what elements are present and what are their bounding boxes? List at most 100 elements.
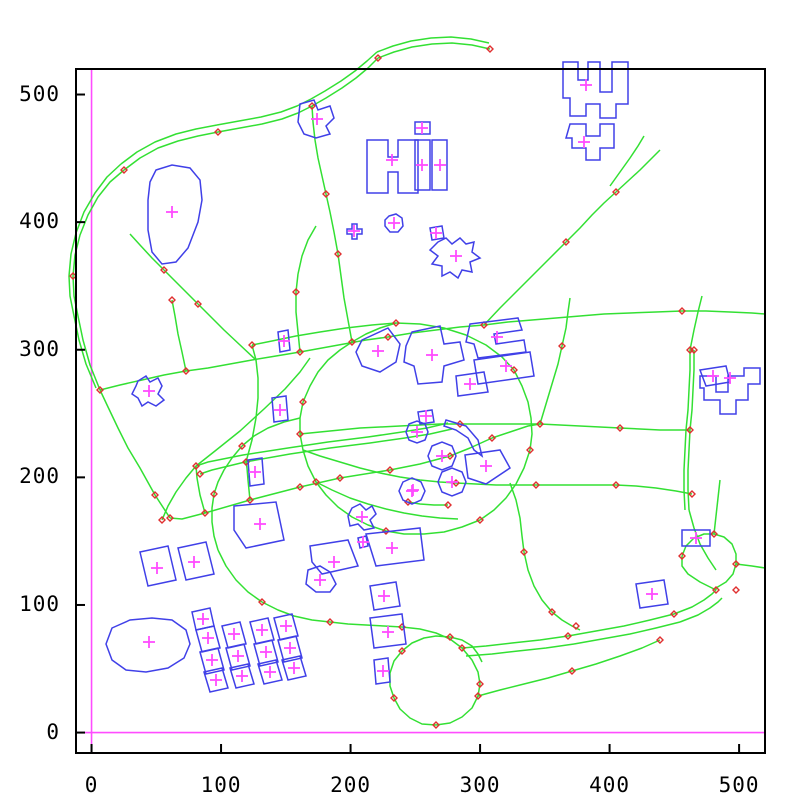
- building-footprint: [221, 621, 247, 649]
- y-tick-label: 0: [46, 719, 60, 744]
- road-node-marker: [526, 446, 534, 454]
- road-segment: [673, 589, 717, 615]
- road-segment: [465, 643, 575, 657]
- building-footprint: [147, 164, 203, 265]
- road-node-marker: [572, 622, 580, 630]
- road-segment: [195, 357, 311, 467]
- building-centroid-marker: [288, 662, 300, 674]
- building-centroid-marker: [464, 378, 476, 390]
- building-footprint: [347, 503, 377, 531]
- building-centroid-marker: [206, 654, 218, 666]
- road-segment: [385, 508, 459, 520]
- road-node-marker: [296, 483, 304, 491]
- building-centroid-marker: [500, 360, 512, 372]
- building-footprint: [414, 121, 431, 135]
- building-centroid-marker: [356, 511, 368, 523]
- building-footprint: [437, 467, 467, 497]
- road-segment: [72, 275, 101, 391]
- road-node-marker: [160, 266, 168, 274]
- road-segment: [615, 149, 661, 193]
- road-segment: [387, 324, 485, 338]
- building-footprint: [414, 139, 431, 191]
- plot-frame: [75, 68, 766, 754]
- building-centroid-marker: [264, 666, 276, 678]
- road-node-marker: [182, 367, 190, 375]
- road-segment: [455, 482, 536, 486]
- road-node-marker: [732, 560, 740, 568]
- road-segment: [688, 509, 717, 571]
- road-node-markers-layer: [69, 45, 740, 729]
- building-footprint: [277, 329, 291, 353]
- road-segment: [449, 636, 483, 663]
- building-centroid-marker: [284, 642, 296, 654]
- road-node-marker: [562, 238, 570, 246]
- building-footprint: [369, 581, 401, 611]
- road-segment: [579, 310, 683, 317]
- building-footprint: [139, 545, 177, 587]
- road-node-marker: [712, 586, 720, 594]
- building-centroid-marker: [580, 79, 592, 91]
- road-segment: [689, 295, 703, 351]
- building-footprint: [273, 613, 299, 641]
- road-segment: [689, 350, 695, 431]
- building-centroid-marker: [690, 532, 702, 544]
- building-centroid-marker: [416, 159, 428, 171]
- building-footprint: [225, 643, 251, 671]
- road-node-marker: [564, 632, 572, 640]
- road-node-marker: [168, 296, 176, 304]
- road-segment: [376, 36, 490, 53]
- road-node-marker: [732, 586, 740, 594]
- road-segment: [713, 533, 737, 564]
- road-segment: [163, 269, 199, 305]
- building-footprint: [443, 419, 484, 458]
- road-node-marker: [196, 470, 204, 478]
- road-segment: [567, 613, 675, 637]
- building-footprint: [355, 327, 401, 373]
- road-segment: [217, 549, 263, 603]
- road-node-marker: [612, 481, 620, 489]
- building-footprint: [203, 667, 229, 693]
- building-centroid-marker: [278, 335, 290, 347]
- road-segment: [261, 601, 331, 623]
- road-node-marker: [432, 721, 440, 729]
- y-tick-label: 400: [19, 209, 60, 234]
- road-segment: [295, 273, 301, 353]
- building-footprint: [465, 317, 527, 359]
- road-segment: [483, 241, 567, 326]
- road-segment: [679, 597, 723, 623]
- road-node-marker: [520, 548, 528, 556]
- road-segment: [523, 551, 553, 613]
- road-segment: [123, 131, 219, 171]
- y-tick-label: 100: [19, 591, 60, 616]
- x-tick-label: 100: [200, 773, 242, 797]
- building-footprint: [281, 655, 307, 681]
- building-centroid-marker: [280, 620, 292, 632]
- road-segment: [477, 670, 573, 697]
- building-centroid-marker: [386, 154, 398, 166]
- road-node-marker: [510, 366, 518, 374]
- road-node-marker: [210, 490, 218, 498]
- road-network-layer: [68, 36, 766, 726]
- road-segment: [609, 135, 645, 187]
- building-centroid-marker: [256, 624, 268, 636]
- road-segment: [435, 695, 479, 726]
- road-node-marker: [678, 307, 686, 315]
- building-centroid-marker: [372, 345, 384, 357]
- building-centroid-marker: [166, 206, 178, 218]
- origin-reference-lines: [76, 69, 765, 753]
- road-node-marker: [616, 424, 624, 432]
- road-node-marker: [246, 496, 254, 504]
- road-node-marker: [248, 341, 256, 349]
- road-node-marker: [386, 466, 394, 474]
- building-footprint: [177, 541, 215, 581]
- road-segment: [129, 233, 165, 271]
- building-centroid-marker: [416, 122, 428, 134]
- road-segment: [509, 482, 525, 553]
- building-footprint: [131, 374, 166, 408]
- road-segment: [491, 423, 541, 439]
- road-node-marker: [312, 478, 320, 486]
- building-centroid-marker: [382, 626, 394, 638]
- building-centroid-marker: [436, 450, 448, 462]
- building-footprint: [369, 613, 407, 649]
